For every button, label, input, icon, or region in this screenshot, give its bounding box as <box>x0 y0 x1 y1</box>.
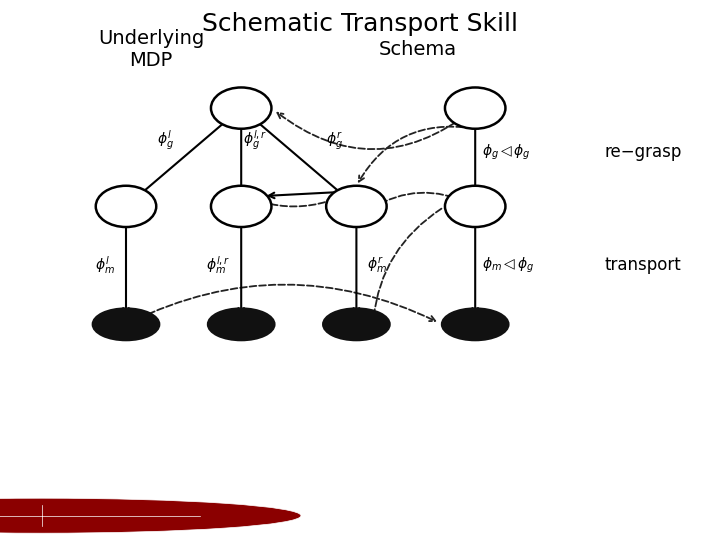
Circle shape <box>445 186 505 227</box>
Ellipse shape <box>208 308 274 340</box>
Text: re−grasp: re−grasp <box>605 143 682 161</box>
Ellipse shape <box>93 308 159 340</box>
Text: transport: transport <box>605 256 682 274</box>
Text: $\phi^l_m$: $\phi^l_m$ <box>95 254 115 276</box>
Text: $\phi^{l,r}_m$: $\phi^{l,r}_m$ <box>206 254 230 276</box>
Ellipse shape <box>442 308 508 340</box>
Ellipse shape <box>323 308 390 340</box>
Circle shape <box>326 186 387 227</box>
Circle shape <box>0 498 301 533</box>
Text: $\phi^r_m$: $\phi^r_m$ <box>367 255 387 275</box>
Circle shape <box>211 87 271 129</box>
Text: $\phi^{l,r}_g$: $\phi^{l,r}_g$ <box>243 129 268 152</box>
Circle shape <box>211 186 271 227</box>
Text: Schematic Transport Skill: Schematic Transport Skill <box>202 12 518 36</box>
Circle shape <box>0 496 330 535</box>
Text: Underlying
MDP: Underlying MDP <box>98 29 204 70</box>
Text: $\phi^r_g$: $\phi^r_g$ <box>326 131 343 152</box>
Text: Laboratory for Perceptual Robotics  •  University of Massachusetts  Amherst  •  : Laboratory for Perceptual Robotics • Uni… <box>115 511 605 520</box>
Text: $\phi^l_g$: $\phi^l_g$ <box>157 129 174 152</box>
Circle shape <box>96 186 156 227</box>
Text: Schema: Schema <box>379 39 456 59</box>
Text: $\phi_m \triangleleft \phi_g$: $\phi_m \triangleleft \phi_g$ <box>482 256 534 275</box>
Text: $\phi_g \triangleleft \phi_g$: $\phi_g \triangleleft \phi_g$ <box>482 143 531 162</box>
Circle shape <box>445 87 505 129</box>
